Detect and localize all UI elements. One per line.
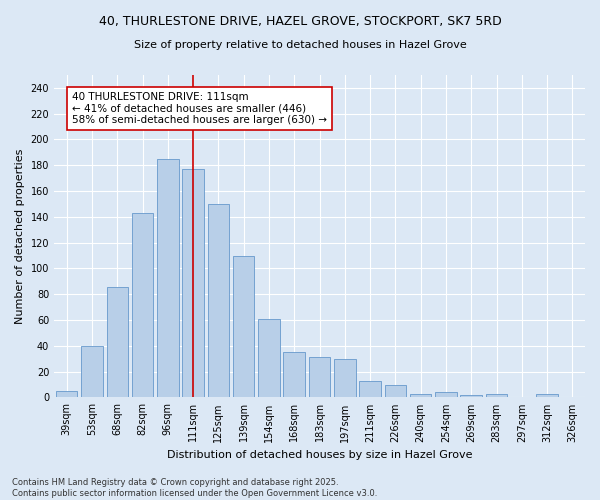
Bar — [410, 394, 431, 398]
Bar — [233, 256, 254, 398]
Bar — [486, 394, 507, 398]
Bar — [435, 392, 457, 398]
Bar — [157, 159, 179, 398]
X-axis label: Distribution of detached houses by size in Hazel Grove: Distribution of detached houses by size … — [167, 450, 472, 460]
Bar — [334, 358, 356, 398]
Bar — [81, 346, 103, 398]
Text: Contains HM Land Registry data © Crown copyright and database right 2025.
Contai: Contains HM Land Registry data © Crown c… — [12, 478, 377, 498]
Bar — [460, 395, 482, 398]
Bar — [536, 394, 558, 398]
Bar — [359, 380, 381, 398]
Y-axis label: Number of detached properties: Number of detached properties — [15, 148, 25, 324]
Text: Size of property relative to detached houses in Hazel Grove: Size of property relative to detached ho… — [134, 40, 466, 50]
Text: 40 THURLESTONE DRIVE: 111sqm
← 41% of detached houses are smaller (446)
58% of s: 40 THURLESTONE DRIVE: 111sqm ← 41% of de… — [72, 92, 327, 125]
Bar — [56, 391, 77, 398]
Bar — [309, 358, 330, 398]
Text: 40, THURLESTONE DRIVE, HAZEL GROVE, STOCKPORT, SK7 5RD: 40, THURLESTONE DRIVE, HAZEL GROVE, STOC… — [98, 15, 502, 28]
Bar — [107, 286, 128, 398]
Bar — [182, 169, 204, 398]
Bar — [283, 352, 305, 398]
Bar — [208, 204, 229, 398]
Bar — [385, 384, 406, 398]
Bar — [258, 319, 280, 398]
Bar — [132, 213, 153, 398]
